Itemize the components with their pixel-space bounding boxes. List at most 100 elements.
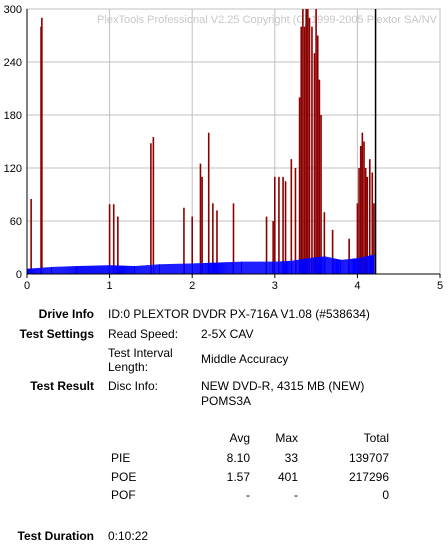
pie-bar	[100, 265, 102, 274]
pie-bar	[68, 266, 70, 274]
pie-bar	[350, 258, 352, 274]
pie-bar	[237, 261, 239, 274]
pie-bar	[61, 266, 63, 274]
pie-bar	[131, 265, 133, 274]
pie-bar	[321, 256, 323, 274]
test-interval-value: Middle Accuracy	[201, 352, 289, 366]
pie-bar	[75, 266, 77, 274]
pie-bar	[251, 261, 253, 274]
pie-bar	[81, 265, 83, 274]
pie-bar	[111, 265, 113, 274]
pie-bar	[47, 267, 49, 274]
pie-bar	[40, 267, 42, 274]
pie-bar	[235, 261, 237, 274]
poe-bar	[373, 203, 375, 274]
pie-bar	[305, 258, 307, 274]
pie-bar	[41, 267, 43, 274]
pie-bar	[152, 264, 154, 274]
poe-bar	[368, 159, 371, 274]
pie-bar	[348, 259, 350, 274]
pie-bar	[303, 258, 305, 274]
pie-bar	[264, 261, 266, 274]
pie-bar	[116, 265, 118, 274]
x-tick-label: 4	[354, 280, 360, 292]
pie-bar	[88, 265, 90, 274]
pie-bar	[276, 261, 278, 274]
pie-bar	[44, 267, 46, 274]
pie-bar	[196, 263, 198, 274]
pie-bar	[148, 265, 150, 274]
poe-bar	[294, 168, 297, 274]
poe-bar	[150, 143, 152, 274]
poe-bar	[199, 163, 202, 274]
pie-bar	[218, 262, 220, 274]
poe-bar	[323, 212, 326, 274]
poe-bar	[232, 203, 235, 274]
pie-bar	[197, 263, 199, 274]
pie-bar	[55, 266, 57, 274]
pie-bar	[163, 264, 165, 274]
pie-bar	[299, 259, 301, 274]
pie-bar	[296, 259, 298, 274]
pie-bar	[46, 267, 48, 274]
pie-bar	[149, 264, 151, 274]
pie-bar	[137, 265, 139, 274]
pie-bar	[330, 257, 332, 274]
poe-bar	[278, 176, 280, 274]
pie-bar	[310, 257, 312, 274]
pie-bar	[58, 266, 60, 274]
pie-bar	[64, 266, 66, 274]
pie-bar	[181, 263, 183, 274]
pie-bar	[90, 265, 92, 274]
pie-bar	[306, 258, 308, 274]
pie-bar	[142, 265, 144, 274]
error-chart: PlexTools Professional V2.25 Copyright (…	[4, 4, 443, 292]
test-interval-label-line2: Length:	[108, 360, 149, 374]
poe-bar	[361, 132, 364, 274]
pie-bar	[147, 265, 149, 274]
pie-bar	[221, 262, 223, 274]
pie-bar	[349, 258, 351, 274]
pie-bar	[343, 259, 345, 274]
pie-bar	[106, 265, 108, 274]
pie-bar	[352, 258, 354, 274]
pie-bar	[179, 263, 181, 274]
pie-bar	[214, 262, 216, 274]
pie-bar	[280, 261, 282, 274]
pie-bar	[128, 265, 130, 274]
pie-bar	[361, 257, 363, 274]
pie-bar	[245, 261, 247, 274]
pie-bar	[298, 259, 300, 274]
pie-bar	[121, 265, 123, 274]
pie-bar	[119, 265, 121, 274]
pie-bar	[73, 266, 75, 274]
poe-bar	[290, 159, 293, 274]
pie-bar	[138, 265, 140, 274]
pie-bar	[312, 257, 314, 274]
pie-bar	[140, 265, 142, 274]
pie-bar	[80, 265, 82, 274]
poe-bar	[300, 26, 303, 274]
pie-bar	[165, 264, 167, 274]
stats-row-pof-total: 0	[382, 488, 389, 502]
pie-bar	[256, 261, 258, 274]
pie-bar	[43, 267, 45, 274]
poe-bar	[320, 115, 322, 274]
pie-bar	[84, 265, 86, 274]
pie-bar	[93, 265, 95, 274]
pie-bar	[195, 263, 197, 274]
poe-bar	[30, 198, 32, 274]
pie-bar	[328, 257, 330, 274]
poe-bar	[201, 176, 203, 274]
x-tick-label: 3	[272, 280, 278, 292]
pie-bar	[254, 261, 256, 274]
pie-bar	[113, 265, 115, 274]
pie-bar	[146, 265, 148, 274]
pie-bar	[208, 262, 210, 274]
pie-bar	[355, 258, 357, 274]
pie-bar	[191, 263, 193, 274]
poe-bar	[117, 216, 119, 274]
pie-bar	[331, 257, 333, 274]
pie-bar	[30, 268, 32, 274]
pie-bar	[269, 261, 271, 274]
